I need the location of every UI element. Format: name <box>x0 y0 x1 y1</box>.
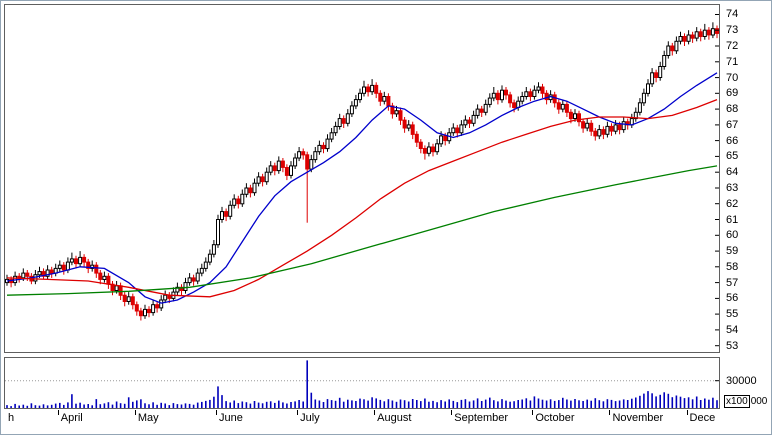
month-label: April <box>60 412 83 424</box>
volume-chart[interactable] <box>5 358 719 408</box>
volume-multiplier-box: x100 <box>724 395 750 408</box>
price-tick-label: 54 <box>726 323 739 336</box>
month-tick <box>57 410 59 415</box>
price-tick-label: 69 <box>726 87 739 100</box>
month-tick <box>215 410 217 415</box>
price-tick-label: 61 <box>726 213 739 226</box>
month-label: August <box>377 412 412 424</box>
price-tick-label: 67 <box>726 118 739 131</box>
month-label: September <box>454 412 509 424</box>
price-tick-label: 74 <box>726 8 739 21</box>
volume-panel[interactable] <box>4 357 720 409</box>
month-label: Dece <box>689 412 716 424</box>
price-panel[interactable] <box>4 4 720 353</box>
month-tick <box>374 410 376 415</box>
price-tick-label: 62 <box>726 197 739 210</box>
price-tick-label: 70 <box>726 71 739 84</box>
price-tick-label: 53 <box>726 339 739 352</box>
price-tick-label: 73 <box>726 24 739 37</box>
month-tick <box>609 410 611 415</box>
volume-tick-label: 30000 <box>726 374 757 387</box>
volume-bars-layer <box>6 360 718 408</box>
month-label: July <box>300 412 320 424</box>
price-tick-label: 66 <box>726 134 739 147</box>
price-tick-label: 72 <box>726 40 739 52</box>
month-tick <box>297 410 299 415</box>
volume-multiplier: x100 000 <box>724 395 767 408</box>
price-tick-label: 68 <box>726 103 739 116</box>
price-tick-label: 65 <box>726 150 739 163</box>
month-label: June <box>218 412 243 424</box>
price-chart[interactable] <box>5 5 719 352</box>
price-tick-label: 55 <box>726 308 739 321</box>
price-tick-label: 58 <box>726 260 739 273</box>
long-ma-line <box>6 165 718 296</box>
short-ma-line <box>6 72 718 304</box>
price-tick-label: 57 <box>726 276 739 289</box>
price-tick-label: 71 <box>726 55 739 68</box>
medium-ma-line <box>6 98 718 298</box>
price-tick-label: 56 <box>726 292 739 305</box>
month-label: October <box>535 412 575 424</box>
price-tick-label: 63 <box>726 181 739 194</box>
month-label: h <box>8 412 15 424</box>
volume-y-axis: 30000 <box>724 358 770 408</box>
month-label: May <box>137 412 159 424</box>
price-tick-label: 64 <box>726 166 739 179</box>
month-tick <box>134 410 136 415</box>
price-tick-label: 60 <box>726 229 739 242</box>
candles-layer <box>5 22 719 321</box>
month-tick <box>451 410 453 415</box>
month-tick <box>686 410 688 415</box>
volume-multiplier-suffix: 000 <box>750 396 768 407</box>
month-tick <box>532 410 534 415</box>
time-axis: h April May June July August September October N… <box>4 410 720 428</box>
price-y-axis: 74 73 72 71 70 69 68 67 66 65 64 63 62 61 60 59 58 57 56 55… <box>724 5 770 352</box>
price-tick-label: 59 <box>726 245 739 258</box>
month-label: November <box>612 412 664 424</box>
